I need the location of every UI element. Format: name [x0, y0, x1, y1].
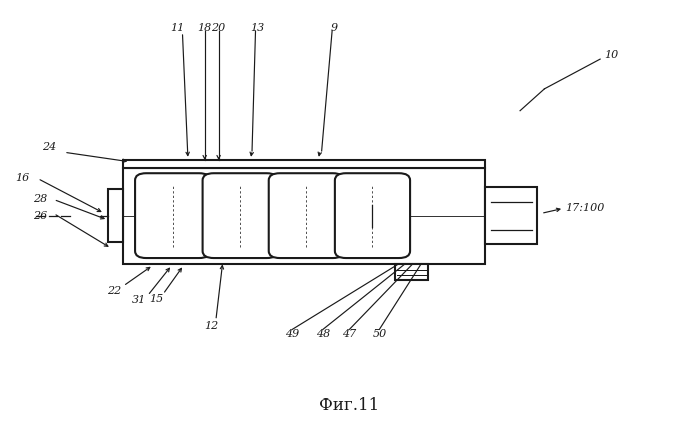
FancyBboxPatch shape [203, 173, 278, 258]
Text: 12: 12 [205, 321, 219, 331]
FancyBboxPatch shape [335, 173, 410, 258]
Bar [123, 168, 485, 264]
Bar [395, 264, 428, 280]
Bar [485, 187, 538, 244]
Bar [108, 189, 123, 242]
Text: 49: 49 [285, 329, 300, 339]
FancyBboxPatch shape [135, 173, 210, 258]
Text: 48: 48 [316, 329, 330, 339]
Text: 9: 9 [331, 22, 338, 33]
Text: 17:100: 17:100 [565, 203, 605, 213]
Text: 47: 47 [343, 329, 356, 339]
FancyBboxPatch shape [268, 173, 344, 258]
Text: 13: 13 [250, 22, 265, 33]
Text: 50: 50 [373, 329, 387, 339]
Text: 18: 18 [198, 22, 212, 33]
Text: 24: 24 [42, 142, 56, 151]
Text: 10: 10 [604, 50, 619, 60]
Text: 28: 28 [33, 194, 47, 205]
Text: 31: 31 [132, 295, 146, 305]
Text: 22: 22 [107, 286, 122, 296]
Text: 26: 26 [33, 211, 47, 220]
Text: 16: 16 [15, 173, 29, 183]
Text: Фиг.11: Фиг.11 [319, 397, 380, 414]
Bar [123, 160, 485, 168]
Text: 15: 15 [149, 294, 163, 304]
Text: 11: 11 [171, 22, 185, 33]
Text: 20: 20 [212, 22, 226, 33]
